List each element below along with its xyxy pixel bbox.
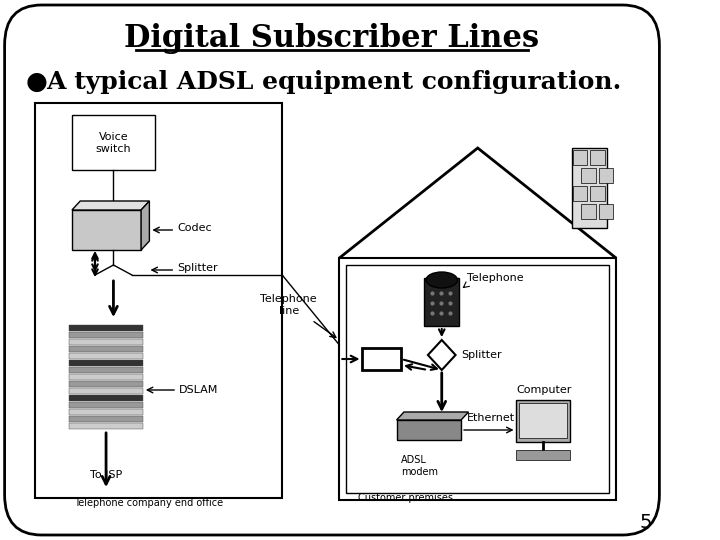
Bar — [581, 204, 595, 219]
Bar — [346, 265, 608, 493]
Bar — [516, 400, 570, 442]
Bar — [519, 403, 567, 438]
Text: To ISP: To ISP — [90, 470, 122, 480]
Text: Digital Subscriber Lines: Digital Subscriber Lines — [125, 23, 539, 53]
Bar — [69, 409, 143, 415]
Bar — [35, 103, 282, 498]
Ellipse shape — [426, 272, 457, 288]
Text: Splitter: Splitter — [461, 350, 502, 360]
Bar — [572, 148, 607, 228]
Bar — [424, 278, 459, 326]
Polygon shape — [72, 201, 150, 210]
Text: NID: NID — [371, 354, 393, 364]
Bar — [572, 186, 588, 201]
Text: Splitter: Splitter — [177, 263, 217, 273]
Text: 5: 5 — [639, 512, 652, 531]
Bar — [69, 402, 143, 408]
Polygon shape — [141, 201, 150, 250]
Text: Customer premises: Customer premises — [359, 493, 454, 503]
Text: Voice
switch: Voice switch — [96, 132, 131, 154]
Bar — [69, 416, 143, 422]
Bar — [69, 339, 143, 345]
FancyBboxPatch shape — [4, 5, 660, 535]
Bar — [598, 204, 613, 219]
Bar — [69, 367, 143, 373]
Text: Computer: Computer — [516, 385, 572, 395]
Text: Telephone
line: Telephone line — [261, 294, 317, 316]
Bar — [69, 388, 143, 394]
Bar — [69, 332, 143, 338]
Bar — [362, 348, 401, 370]
Text: ●: ● — [26, 70, 48, 94]
Bar — [69, 423, 143, 429]
Text: Telephone company end office: Telephone company end office — [73, 498, 223, 508]
Text: Telephone: Telephone — [467, 273, 523, 283]
Bar — [69, 395, 143, 401]
Bar — [590, 186, 605, 201]
Bar — [69, 346, 143, 352]
Bar — [69, 374, 143, 380]
Bar — [69, 360, 143, 366]
Bar — [69, 381, 143, 387]
Bar — [598, 168, 613, 183]
Text: A typical ADSL equipment configuration.: A typical ADSL equipment configuration. — [46, 70, 621, 94]
Text: Ethernet: Ethernet — [467, 413, 515, 423]
Bar — [516, 450, 570, 460]
Polygon shape — [428, 340, 456, 370]
Bar — [69, 325, 143, 331]
Bar — [69, 353, 143, 359]
Bar — [72, 210, 141, 250]
Text: DSLAM: DSLAM — [179, 385, 218, 395]
Bar — [72, 115, 155, 170]
Bar — [581, 168, 595, 183]
Bar — [572, 150, 588, 165]
Text: ADSL
modem: ADSL modem — [401, 455, 438, 477]
Bar — [397, 420, 461, 440]
Bar — [590, 150, 605, 165]
Polygon shape — [397, 412, 469, 420]
Text: Codec: Codec — [177, 223, 212, 233]
Bar — [339, 258, 616, 500]
